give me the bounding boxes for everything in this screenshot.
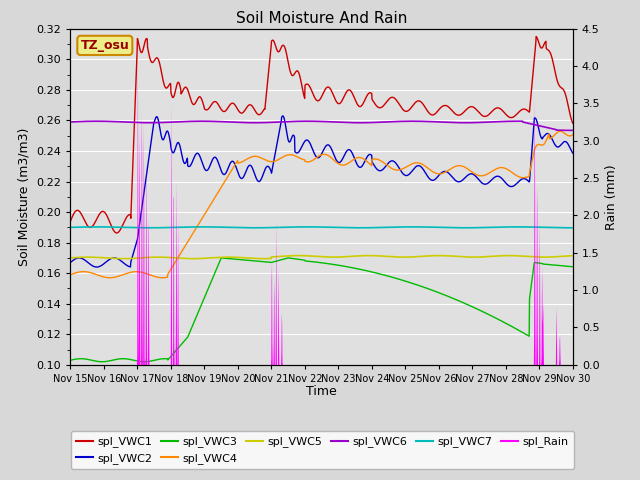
- Title: Soil Moisture And Rain: Soil Moisture And Rain: [236, 11, 407, 26]
- Text: TZ_osu: TZ_osu: [81, 39, 129, 52]
- Y-axis label: Soil Moisture (m3/m3): Soil Moisture (m3/m3): [18, 128, 31, 266]
- Legend: spl_VWC1, spl_VWC2, spl_VWC3, spl_VWC4, spl_VWC5, spl_VWC6, spl_VWC7, spl_Rain: spl_VWC1, spl_VWC2, spl_VWC3, spl_VWC4, …: [71, 431, 574, 469]
- Y-axis label: Rain (mm): Rain (mm): [605, 164, 618, 229]
- X-axis label: Time: Time: [306, 385, 337, 398]
